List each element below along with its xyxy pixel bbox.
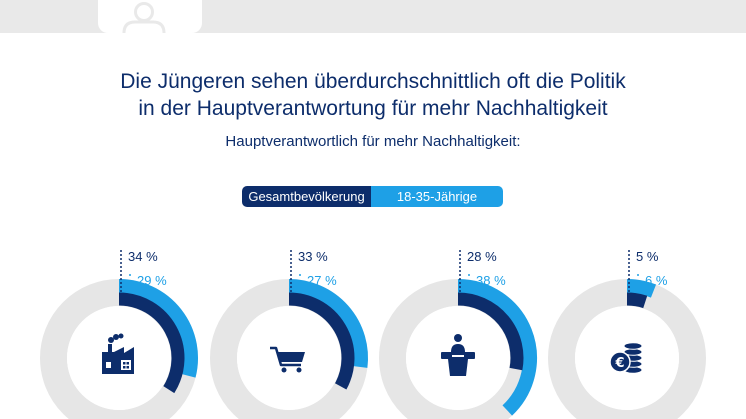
lectern-icon [441,334,475,376]
euro-coins-icon: € [609,342,643,374]
value-label-gesamtbevoelkerung: 33 % [298,249,328,264]
legend-item-gesamtbevoelkerung: Gesamtbevölkerung [242,186,371,207]
value-label-gesamtbevoelkerung: 5 % [636,249,659,264]
donut-arc-gesamtbevoelkerung [457,292,524,371]
donut-arc-gesamtbevoelkerung [288,292,355,390]
donut-arc-18-35-jaehrige [457,279,537,416]
legend-item-18-35-jaehrige: 18-35-Jährige [371,186,503,207]
svg-text:€: € [614,356,624,371]
person-icon [122,2,166,33]
donut-arc-gesamtbevoelkerung [626,292,648,309]
chart-title-line-2: in der Hauptverantwortung für mehr Nachh… [138,97,608,120]
legend: Gesamtbevölkerung 18-35-Jährige [242,186,503,207]
factory-icon [102,333,134,374]
shopping-cart-icon [270,346,305,373]
chart-subtitle: Hauptverantwortlich für mehr Nachhaltigk… [225,133,521,150]
value-label-18-35-jaehrige: 6 % [645,273,668,288]
chart-title: Die Jüngeren sehen überdurchschnittlich … [0,68,746,122]
value-label-18-35-jaehrige: 38 % [476,273,506,288]
donut-arc-18-35-jaehrige [288,279,368,368]
donut-4: 5 % 6 % [548,249,706,419]
value-label-18-35-jaehrige: 29 % [137,273,167,288]
donut-2: 33 % 27 % [210,249,368,419]
donut-3: 28 % 38 % [379,249,537,419]
donut-arc-18-35-jaehrige [118,279,198,378]
donut-arc-18-35-jaehrige [626,279,657,298]
value-label-gesamtbevoelkerung: 34 % [128,249,158,264]
chart-title-line-1: Die Jüngeren sehen überdurchschnittlich … [120,70,626,93]
person-tab [98,0,202,33]
value-label-gesamtbevoelkerung: 28 % [467,249,497,264]
top-band [0,0,746,33]
value-label-18-35-jaehrige: 27 % [307,273,337,288]
donut-arc-gesamtbevoelkerung [118,292,185,394]
